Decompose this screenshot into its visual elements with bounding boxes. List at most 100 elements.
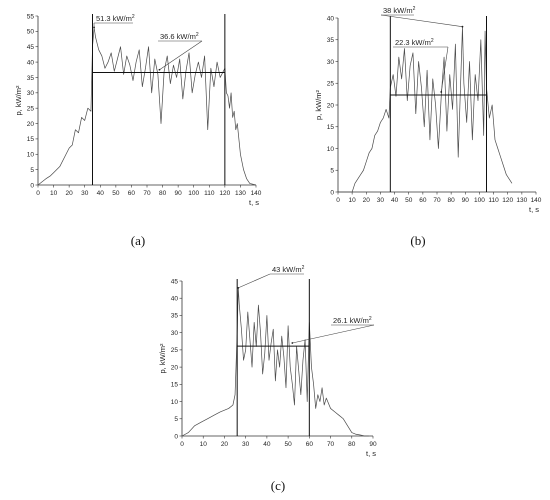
x-tick-label: 20 bbox=[363, 197, 371, 204]
y-tick-label: 5 bbox=[330, 168, 334, 175]
x-tick-label: 40 bbox=[263, 441, 271, 448]
y-tick-label: 0 bbox=[330, 189, 334, 196]
x-tick-label: 30 bbox=[81, 190, 89, 197]
x-tick-label: 130 bbox=[235, 190, 246, 197]
panel-caption: (b) bbox=[410, 233, 425, 248]
pressure-series-line bbox=[338, 26, 513, 193]
y-tick-label: 10 bbox=[327, 146, 335, 153]
annotation-superscript: 2 bbox=[132, 14, 135, 20]
annotation-arrow-head bbox=[291, 342, 294, 344]
pressure-series-line bbox=[37, 27, 257, 186]
x-tick-label: 80 bbox=[348, 441, 356, 448]
x-tick-label: 40 bbox=[391, 197, 399, 204]
annotation-arrow-head bbox=[237, 286, 240, 289]
chart-panel-c: 0 10 20 30 40 50 60 70 80 90 0 5 10 15 20 25 30 35 40 45 t, … bbox=[158, 265, 377, 493]
y-tick-label: 45 bbox=[27, 44, 35, 51]
chart-panel-a: 0 10 20 30 40 50 60 70 80 90 100 110 120 130 140 0 5 10 15… bbox=[14, 13, 262, 248]
x-tick-label: 0 bbox=[336, 197, 340, 204]
mean-annotation: 36.6 kW/m2 bbox=[160, 32, 199, 41]
x-tick-label: 120 bbox=[502, 197, 513, 204]
y-tick-label: 25 bbox=[171, 347, 179, 354]
y-tick-label: 30 bbox=[27, 90, 35, 97]
x-tick-label: 50 bbox=[405, 197, 413, 204]
x-tick-label: 0 bbox=[180, 441, 184, 448]
y-tick-label: 0 bbox=[30, 182, 34, 189]
x-tick-label: 90 bbox=[462, 197, 470, 204]
y-tick-label: 15 bbox=[327, 124, 335, 131]
annotation-superscript: 2 bbox=[196, 32, 199, 38]
peak-annotation: 43 kW/m2 bbox=[272, 265, 305, 274]
y-tick-label: 40 bbox=[171, 296, 179, 303]
annotation-leader bbox=[292, 324, 375, 344]
x-axis-label: t, s bbox=[366, 449, 376, 458]
y-tick-label: 45 bbox=[171, 278, 179, 285]
x-tick-label: 70 bbox=[143, 190, 151, 197]
x-tick-label: 20 bbox=[66, 190, 74, 197]
y-axis-label: p, kW/m² bbox=[314, 90, 323, 120]
annotation-superscript: 2 bbox=[413, 6, 416, 12]
y-tick-label: 30 bbox=[327, 59, 335, 66]
pressure-series-line bbox=[181, 287, 369, 437]
chart-panel-b: 0 10 20 30 40 50 60 70 80 90 100 110 120 130 140 0 5 10 15… bbox=[314, 6, 542, 248]
x-tick-label: 50 bbox=[112, 190, 120, 197]
annotation-arrow-head bbox=[158, 68, 161, 71]
peak-annotation: 38 kW/m2 bbox=[383, 6, 416, 15]
x-tick-label: 80 bbox=[159, 190, 167, 197]
annotation-leader bbox=[159, 40, 203, 71]
y-tick-label: 35 bbox=[27, 75, 35, 82]
y-axis-label: p, kW/m² bbox=[14, 85, 23, 115]
y-tick-label: 35 bbox=[327, 37, 335, 44]
y-tick-label: 50 bbox=[27, 29, 35, 36]
annotation-arrow-head bbox=[93, 26, 95, 29]
y-tick-label: 35 bbox=[171, 313, 179, 320]
y-tick-label: 15 bbox=[171, 382, 179, 389]
x-tick-label: 140 bbox=[531, 197, 542, 204]
y-tick-label: 20 bbox=[171, 364, 179, 371]
x-tick-label: 90 bbox=[369, 441, 377, 448]
y-tick-label: 5 bbox=[30, 167, 34, 174]
y-tick-label: 15 bbox=[27, 136, 35, 143]
y-tick-label: 25 bbox=[327, 81, 335, 88]
y-tick-label: 0 bbox=[174, 433, 178, 440]
y-tick-label: 25 bbox=[27, 105, 35, 112]
annotation-arrow-head bbox=[440, 91, 443, 93]
annotation-leader bbox=[380, 14, 463, 27]
x-axis-label: t, s bbox=[249, 198, 259, 207]
x-tick-label: 70 bbox=[327, 441, 335, 448]
annotation-leader bbox=[238, 273, 271, 289]
x-tick-label: 20 bbox=[221, 441, 229, 448]
y-tick-label: 30 bbox=[171, 330, 179, 337]
panel-caption: (a) bbox=[131, 233, 145, 248]
x-tick-label: 90 bbox=[175, 190, 183, 197]
annotation-superscript: 2 bbox=[302, 265, 305, 271]
x-axis-label: t, s bbox=[529, 205, 539, 214]
annotation-text: 38 kW/m bbox=[383, 6, 413, 15]
x-tick-label: 80 bbox=[448, 197, 456, 204]
panel-caption: (c) bbox=[271, 478, 285, 493]
y-tick-label: 20 bbox=[27, 121, 35, 128]
mean-annotation: 26.1 kW/m2 bbox=[333, 316, 372, 325]
y-tick-label: 10 bbox=[171, 399, 179, 406]
y-tick-label: 5 bbox=[174, 416, 178, 423]
x-tick-label: 100 bbox=[474, 197, 485, 204]
x-tick-label: 70 bbox=[433, 197, 441, 204]
y-tick-label: 40 bbox=[27, 59, 35, 66]
x-tick-label: 0 bbox=[36, 190, 40, 197]
x-tick-label: 60 bbox=[419, 197, 427, 204]
x-tick-label: 10 bbox=[349, 197, 357, 204]
x-tick-label: 10 bbox=[200, 441, 208, 448]
y-tick-label: 20 bbox=[327, 102, 335, 109]
annotation-text: 26.1 kW/m bbox=[333, 316, 369, 325]
x-tick-label: 30 bbox=[242, 441, 250, 448]
y-tick-label: 40 bbox=[327, 15, 335, 22]
x-tick-label: 110 bbox=[204, 190, 215, 197]
x-tick-label: 130 bbox=[516, 197, 527, 204]
annotation-arrow-head bbox=[461, 25, 464, 28]
x-tick-label: 60 bbox=[306, 441, 314, 448]
peak-annotation: 51.3 kW/m2 bbox=[96, 14, 135, 23]
y-tick-label: 10 bbox=[27, 152, 35, 159]
annotation-superscript: 2 bbox=[369, 316, 372, 322]
x-tick-label: 40 bbox=[97, 190, 105, 197]
x-tick-label: 100 bbox=[188, 190, 199, 197]
